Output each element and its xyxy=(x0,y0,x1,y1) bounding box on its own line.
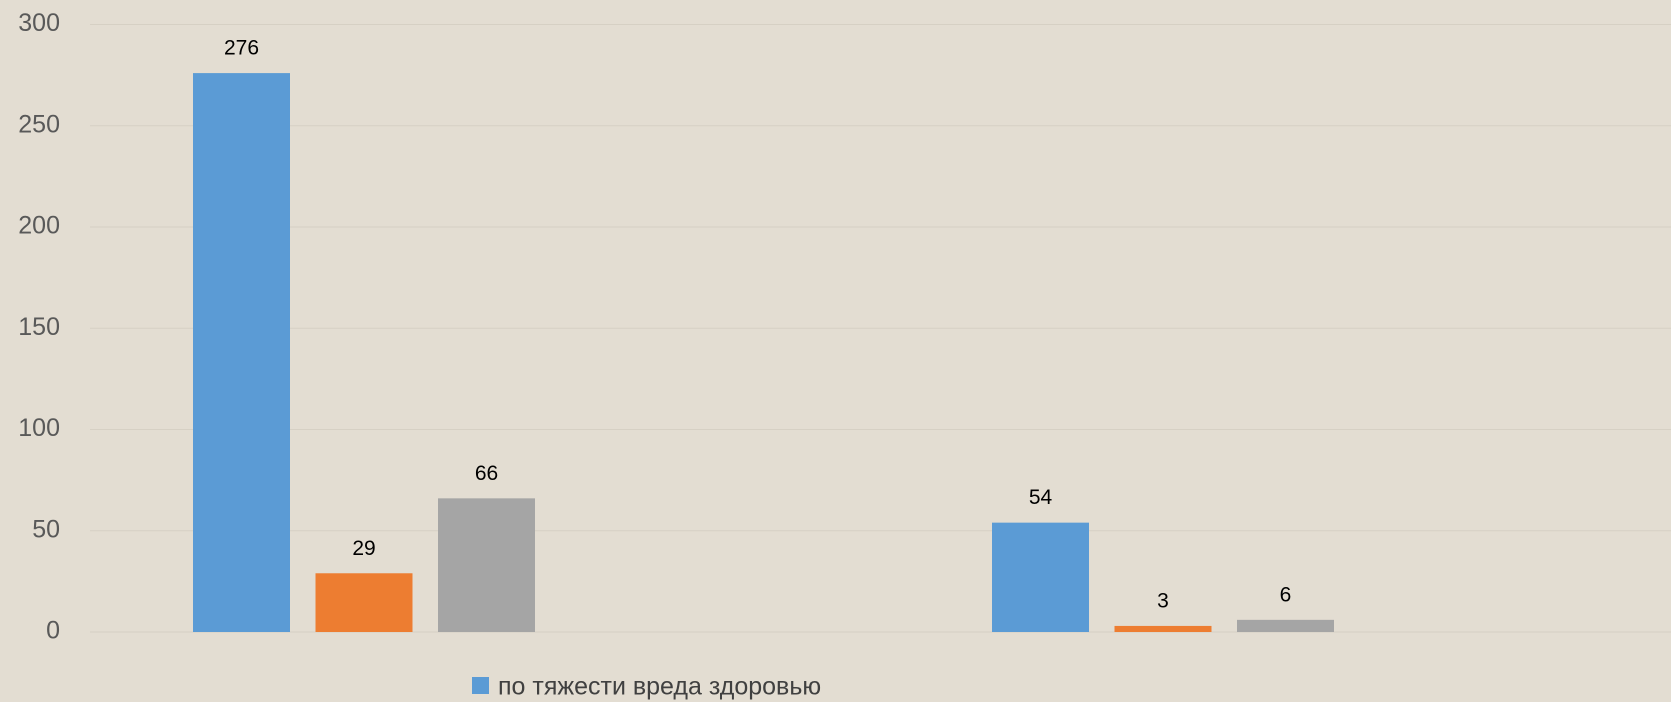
y-tick-label: 150 xyxy=(18,313,60,341)
data-label: 54 xyxy=(1029,486,1053,509)
bar xyxy=(1237,619,1334,632)
data-label: 29 xyxy=(352,537,375,560)
y-tick-label: 100 xyxy=(18,414,60,442)
bar xyxy=(438,498,535,632)
legend-swatch xyxy=(472,677,489,694)
bar xyxy=(992,522,1089,632)
bar xyxy=(193,73,290,633)
bar xyxy=(1114,625,1212,632)
data-label: 3 xyxy=(1157,589,1169,612)
bar xyxy=(315,573,413,632)
data-label: 276 xyxy=(224,37,259,60)
data-label: 66 xyxy=(475,462,498,485)
data-label: 6 xyxy=(1280,583,1292,606)
y-tick-label: 200 xyxy=(18,212,60,240)
y-tick-label: 300 xyxy=(18,9,60,37)
legend-label: по тяжести вреда здоровью xyxy=(498,673,821,701)
y-tick-label: 250 xyxy=(18,110,60,138)
y-tick-label: 0 xyxy=(46,617,60,645)
y-tick-label: 50 xyxy=(32,515,60,543)
